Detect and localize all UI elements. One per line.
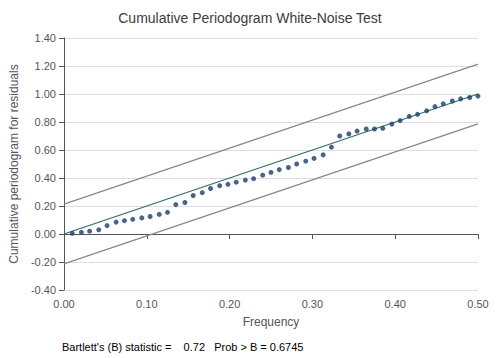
svg-text:0.00: 0.00 — [35, 228, 56, 240]
svg-text:0.60: 0.60 — [35, 144, 56, 156]
svg-text:0.10: 0.10 — [136, 298, 157, 310]
svg-text:Cumulative periodogram for res: Cumulative periodogram for residuals — [7, 64, 21, 263]
svg-text:Frequency: Frequency — [243, 315, 300, 329]
svg-text:Cumulative Periodogram White-N: Cumulative Periodogram White-Noise Test — [118, 10, 382, 26]
svg-text:0.80: 0.80 — [35, 116, 56, 128]
svg-text:-0.40: -0.40 — [31, 284, 56, 296]
svg-text:1.00: 1.00 — [35, 88, 56, 100]
svg-text:-0.20: -0.20 — [31, 256, 56, 268]
svg-text:0.50: 0.50 — [467, 298, 488, 310]
svg-text:1.40: 1.40 — [35, 32, 56, 44]
svg-text:0.20: 0.20 — [219, 298, 240, 310]
svg-text:0.00: 0.00 — [53, 298, 74, 310]
svg-text:0.40: 0.40 — [384, 298, 405, 310]
svg-text:1.20: 1.20 — [35, 60, 56, 72]
svg-text:0.40: 0.40 — [35, 172, 56, 184]
svg-text:0.20: 0.20 — [35, 200, 56, 212]
svg-text:Bartlett's (B) statistic =: Bartlett's (B) statistic = 0.72 Prob > B… — [62, 341, 303, 353]
svg-text:0.30: 0.30 — [302, 298, 323, 310]
